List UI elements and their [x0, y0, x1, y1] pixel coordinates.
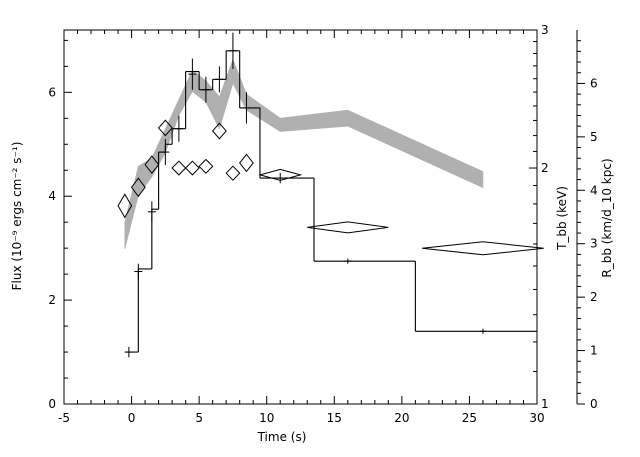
radius-band-segment	[347, 109, 484, 189]
temperature-diamond	[184, 160, 200, 176]
t-axis-label: T_bb (keV)	[555, 186, 569, 251]
temperature-diamond	[157, 119, 173, 137]
radius-band-segment	[279, 109, 349, 132]
temperature-diamond	[198, 158, 214, 174]
x-tick-label: 10	[259, 411, 274, 425]
temperature-markers	[117, 119, 544, 256]
x-tick-label: 25	[462, 411, 477, 425]
temperature-diamond	[130, 177, 146, 198]
left-tick-label: 4	[48, 189, 56, 203]
r-tick-label: 1	[590, 344, 598, 358]
r-tick-label: 5	[590, 130, 598, 144]
r-tick-label: 2	[590, 290, 598, 304]
left-tick-label: 2	[48, 293, 56, 307]
r-tick-label: 6	[590, 76, 598, 90]
plot-frame	[63, 29, 538, 405]
left-tick-label: 6	[48, 85, 56, 99]
x-tick-label: 20	[394, 411, 409, 425]
temperature-diamond	[225, 165, 241, 181]
t-tick-label: 2	[541, 161, 549, 175]
r-axis-label: R_bb (km/d_10 kpc)	[600, 158, 614, 277]
t-tick-label: 1	[541, 397, 549, 411]
x-tick-label: -5	[58, 411, 70, 425]
temperature-diamond	[422, 241, 544, 256]
radius-band-segment	[246, 93, 281, 133]
r-tick-label: 3	[590, 237, 598, 251]
flux-errorbars	[124, 32, 486, 358]
radius-band-segment	[165, 99, 180, 153]
x-tick-label: 15	[327, 411, 342, 425]
x-axis-label: Time (s)	[257, 430, 307, 444]
t-tick-label: 3	[541, 23, 549, 37]
temperature-diamond	[117, 193, 133, 219]
radius-band	[124, 59, 484, 250]
x-tick-label: 5	[195, 411, 203, 425]
radius-band-segment	[138, 157, 153, 197]
x-tick-label: 0	[128, 411, 136, 425]
x-tick-label: 30	[529, 411, 544, 425]
temperature-diamond	[211, 122, 227, 140]
radius-band-segment	[124, 166, 139, 250]
temperature-diamond	[144, 155, 160, 174]
temperature-diamond	[258, 168, 303, 181]
temperature-diamond	[307, 221, 389, 234]
r-tick-label: 0	[590, 397, 598, 411]
left-tick-label: 0	[48, 397, 56, 411]
left-axis-label: Flux (10⁻⁹ ergs cm⁻² s⁻¹)	[10, 142, 24, 291]
temperature-diamond	[171, 160, 187, 176]
temperature-diamond	[239, 153, 254, 173]
r-tick-label: 4	[590, 183, 598, 197]
